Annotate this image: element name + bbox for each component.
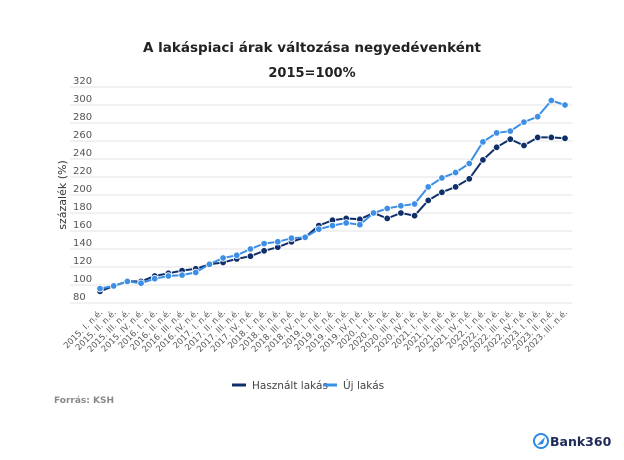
data-point[interactable] [178, 271, 186, 279]
y-tick-label: 80 [73, 292, 86, 303]
data-point[interactable] [465, 159, 473, 168]
data-point[interactable] [520, 141, 528, 150]
y-tick-label: 160 [73, 220, 92, 231]
data-point[interactable] [383, 204, 391, 213]
data-point[interactable] [301, 233, 309, 241]
data-point[interactable] [533, 133, 542, 142]
source-note: Forrás: KSH [54, 396, 114, 406]
y-tick-label: 260 [73, 130, 92, 141]
data-point[interactable] [561, 134, 569, 142]
series-line-0 [99, 136, 566, 293]
legend-item-used[interactable]: Használt lakás [232, 380, 328, 392]
data-point[interactable] [520, 118, 528, 126]
data-point[interactable] [438, 188, 446, 196]
y-tick-label: 200 [73, 184, 92, 195]
data-point[interactable] [274, 238, 282, 246]
y-tick-label: 180 [73, 202, 92, 213]
data-point[interactable] [233, 251, 241, 259]
data-point[interactable] [328, 221, 337, 230]
data-point[interactable] [451, 168, 460, 177]
logo-text: Bank360 [550, 434, 612, 449]
data-point[interactable] [315, 225, 323, 233]
data-point[interactable] [492, 129, 501, 137]
data-point[interactable] [410, 211, 419, 220]
data-point[interactable] [356, 220, 364, 229]
data-point[interactable] [123, 277, 132, 286]
y-tick-label: 140 [73, 238, 92, 249]
data-point[interactable] [424, 183, 432, 191]
data-point[interactable] [479, 138, 487, 146]
bank360-logo: Bank360 [533, 433, 612, 449]
data-point[interactable] [479, 156, 487, 164]
legend: Használt lakás Új lakás [232, 379, 384, 392]
data-point[interactable] [246, 252, 255, 260]
data-point[interactable] [287, 234, 296, 242]
chart-subtitle: 2015=100% [268, 66, 355, 81]
legend-label-used: Használt lakás [252, 380, 328, 392]
data-point[interactable] [397, 209, 405, 217]
y-tick-label: 120 [73, 256, 92, 267]
data-point[interactable] [109, 282, 118, 290]
y-tick-label: 320 [73, 76, 92, 87]
data-point[interactable] [438, 174, 446, 182]
data-point[interactable] [533, 112, 542, 121]
data-point[interactable] [205, 260, 214, 268]
y-tick-label: 100 [73, 274, 92, 285]
y-tick-label: 280 [73, 112, 92, 123]
data-point[interactable] [342, 219, 350, 227]
data-point[interactable] [219, 254, 227, 262]
data-point[interactable] [96, 284, 104, 293]
chart-title: A lakáspiaci árak változása negyedévenké… [143, 40, 482, 56]
y-axis-label: százalék (%) [56, 160, 69, 230]
data-point[interactable] [547, 133, 556, 142]
data-point[interactable] [410, 200, 419, 208]
data-point[interactable] [424, 196, 432, 205]
data-point[interactable] [369, 209, 378, 217]
data-point[interactable] [506, 135, 514, 143]
y-tick-label: 220 [73, 166, 92, 177]
legend-item-new[interactable]: Új lakás [323, 379, 384, 392]
data-point[interactable] [561, 101, 569, 109]
data-point[interactable] [465, 175, 473, 183]
data-point[interactable] [260, 247, 268, 255]
data-point[interactable] [506, 127, 514, 135]
data-point[interactable] [137, 279, 145, 287]
data-point[interactable] [383, 214, 391, 223]
y-tick-label: 240 [73, 148, 92, 159]
data-point[interactable] [151, 275, 159, 283]
data-point[interactable] [547, 96, 556, 105]
legend-label-new: Új lakás [343, 379, 384, 392]
data-point[interactable] [260, 239, 268, 248]
data-point[interactable] [164, 272, 173, 280]
y-tick-label: 300 [73, 94, 92, 105]
data-point[interactable] [397, 202, 405, 210]
data-point[interactable] [192, 268, 200, 277]
data-point[interactable] [246, 245, 255, 253]
data-point[interactable] [451, 183, 460, 191]
data-point[interactable] [492, 143, 501, 151]
